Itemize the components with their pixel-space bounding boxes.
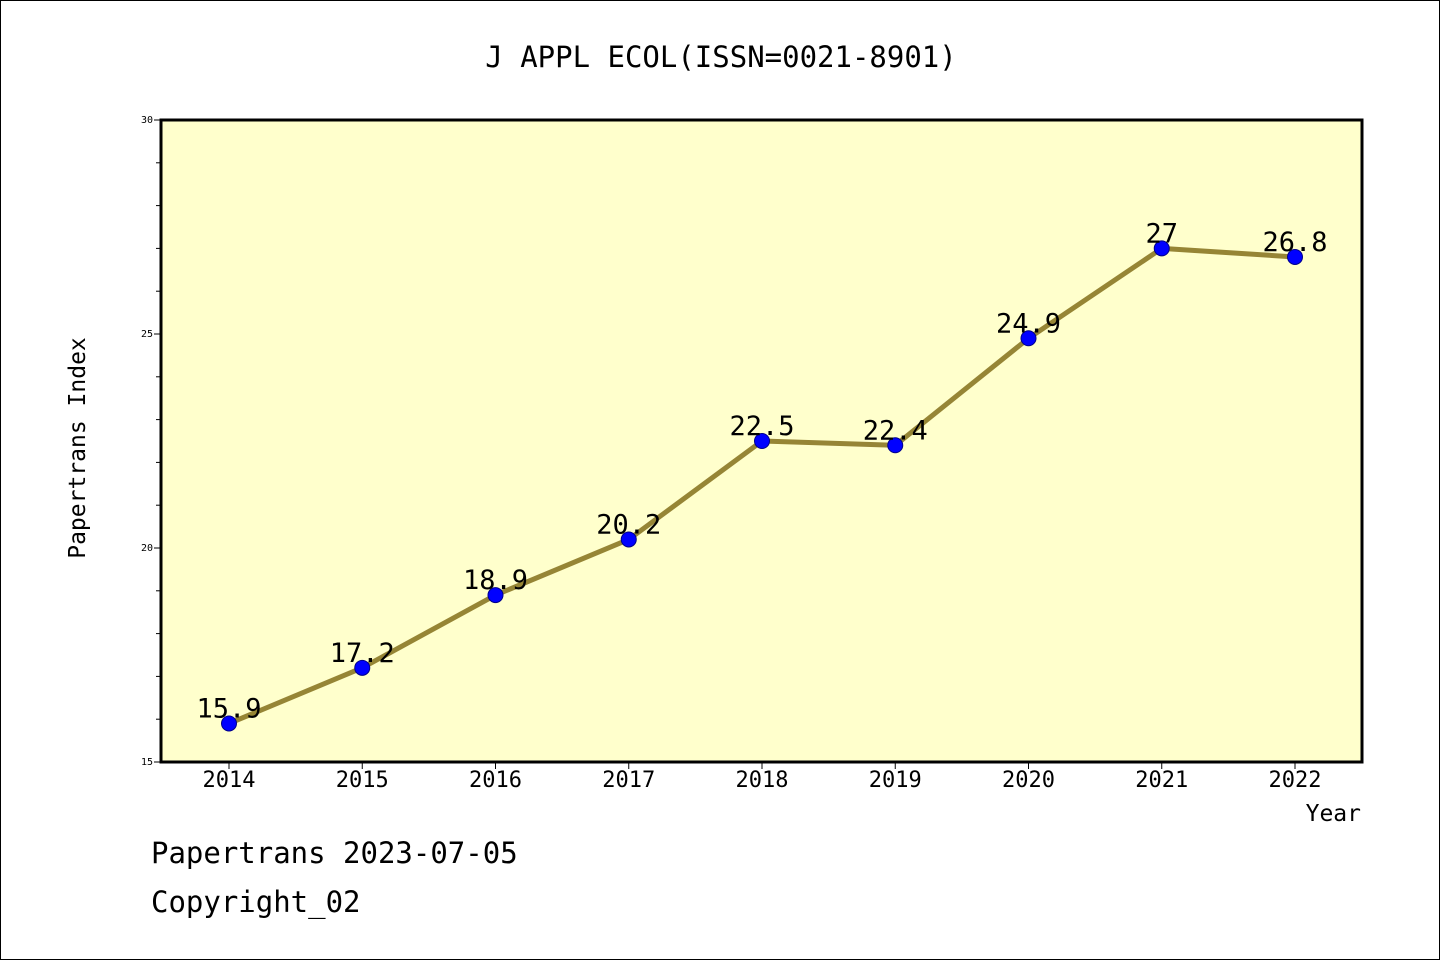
y-axis: 15 20 25 30 <box>141 115 161 768</box>
x-axis: 2014 2015 2016 2017 2018 2019 2020 2021 2022 <box>203 762 1322 793</box>
data-point <box>1020 330 1037 347</box>
footer-copyright: Copyright_02 <box>151 885 361 919</box>
x-tick-label: 2016 <box>469 768 522 793</box>
data-point <box>754 433 770 449</box>
chart-title: J APPL ECOL(ISSN=0021-8901) <box>485 40 956 74</box>
data-label: 27 <box>1145 218 1178 249</box>
data-point <box>887 437 904 454</box>
y-tick-label: 20 <box>141 543 153 554</box>
x-tick-label: 2019 <box>869 768 922 793</box>
x-axis-label: Year <box>1306 801 1361 827</box>
data-point <box>354 659 371 676</box>
x-tick-label: 2018 <box>736 768 789 793</box>
y-axis-label: Papertrans Index <box>65 337 91 559</box>
data-label: 18.9 <box>463 565 528 596</box>
data-label: 22.5 <box>729 411 794 442</box>
series-group: 15.9 17.2 18.9 20.2 22.5 22.4 24.9 27 26.8 <box>196 218 1328 732</box>
x-tick-label: 2017 <box>602 768 655 793</box>
data-point <box>1153 240 1170 257</box>
y-tick-label: 15 <box>141 757 153 768</box>
data-point <box>221 715 237 732</box>
data-point <box>1287 248 1303 265</box>
x-tick-label: 2020 <box>1002 768 1055 793</box>
x-tick-label: 2022 <box>1269 768 1322 793</box>
data-label: 24.9 <box>996 308 1061 339</box>
x-tick-label: 2014 <box>203 768 256 793</box>
y-tick-label: 30 <box>141 115 153 126</box>
x-tick-label: 2021 <box>1135 768 1188 793</box>
data-label: 26.8 <box>1262 227 1327 258</box>
data-label: 17.2 <box>330 638 395 669</box>
data-label: 22.4 <box>863 415 928 446</box>
data-label: 20.2 <box>596 509 661 540</box>
x-tick-label: 2015 <box>336 768 389 793</box>
data-label: 15.9 <box>196 693 261 724</box>
data-point <box>620 531 637 548</box>
data-point <box>487 587 504 604</box>
footer-date: Papertrans 2023-07-05 <box>151 836 518 870</box>
y-tick-label: 25 <box>141 329 153 340</box>
